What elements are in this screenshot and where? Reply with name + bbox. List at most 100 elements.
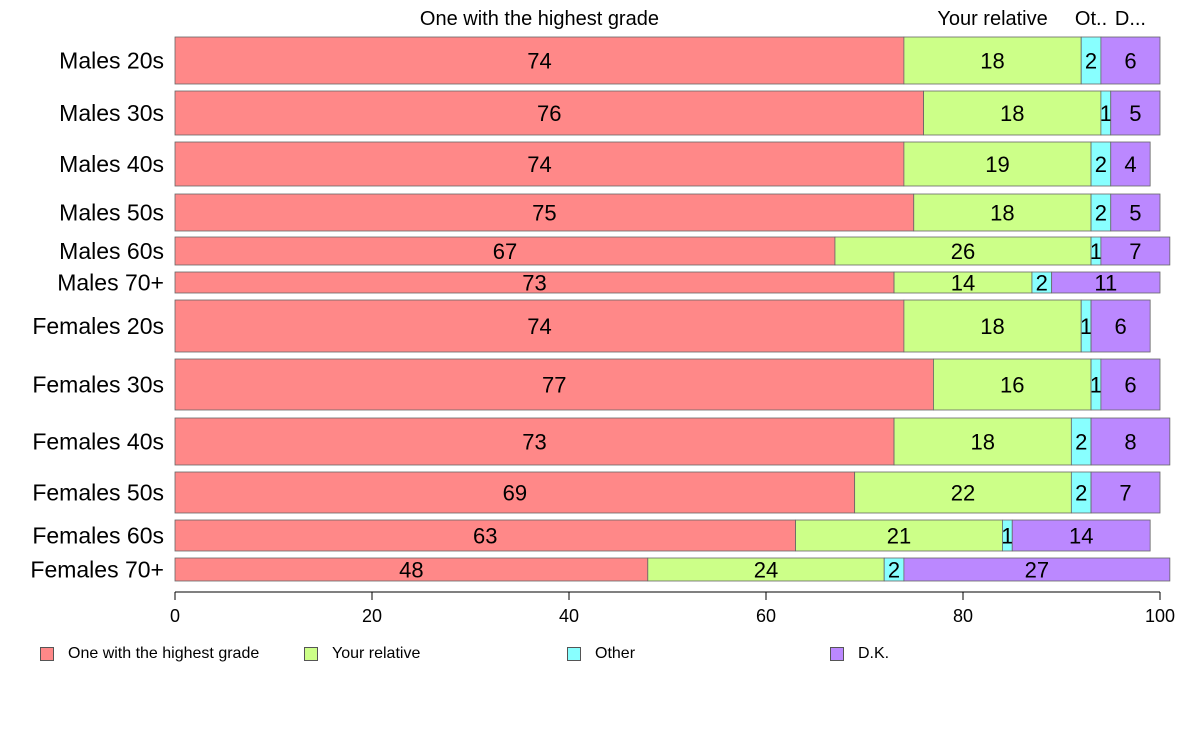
legend-label: D.K. [858,645,890,662]
bar-segment [913,193,1092,232]
legend-label: Your relative [332,645,421,662]
data-label: 6 [1124,49,1136,74]
data-label: 2 [1075,430,1087,455]
data-label: 73 [522,430,546,455]
top-series-label: Ot.. [1075,8,1107,30]
bar-segment [1100,36,1161,85]
top-series-label: D... [1115,8,1146,30]
data-label: 18 [980,314,1004,339]
legend-swatch [304,647,318,661]
bar-segment [1051,271,1161,294]
category-label: Males 30s [59,100,164,126]
data-label: 24 [754,558,778,583]
bar-segment [903,36,1082,85]
category-label: Males 50s [59,200,164,226]
data-label: 5 [1129,201,1141,226]
data-label: 48 [399,558,423,583]
bar-segment [174,299,905,353]
bar-segment [903,141,1092,187]
x-tick-label: 60 [756,606,776,626]
stacked-bar-chart: One with the highest grade Your relative O… [30,8,1175,626]
data-label: 67 [493,239,517,264]
data-label: 11 [1094,271,1117,296]
top-series-label: One with the highest grade [420,8,659,30]
data-label: 6 [1114,314,1126,339]
category-label: Females 70+ [30,557,164,583]
bar-segment [1090,299,1151,353]
data-label: 2 [1095,152,1107,177]
data-label: 27 [1025,558,1049,583]
data-label: 7 [1119,481,1131,506]
top-series-label: Your relative [937,8,1047,30]
x-tick-label: 80 [953,606,973,626]
bar-segment [174,417,895,466]
data-label: 22 [951,481,975,506]
data-label: 18 [970,430,994,455]
data-label: 1 [1090,373,1102,398]
category-label: Males 40s [59,151,164,177]
bar-segment [1090,417,1171,466]
bar-segment [174,141,905,187]
data-label: 63 [473,524,497,549]
bar-segment [174,358,934,411]
bar-segment [1100,236,1171,266]
bar-segment [1090,471,1161,514]
bar-segment [903,557,1171,582]
data-label: 2 [1075,481,1087,506]
data-label: 14 [951,271,975,296]
data-label: 14 [1069,524,1093,549]
bar-segment [174,236,836,266]
data-label: 19 [985,152,1009,177]
category-label: Females 40s [32,429,164,455]
bar-segment [174,193,915,232]
data-label: 1 [1080,314,1092,339]
bar-segment [1110,193,1161,232]
category-label: Females 60s [32,523,164,549]
category-label: Males 20s [59,48,164,74]
data-label: 75 [532,201,556,226]
legend-swatch [567,647,581,661]
bar-segment [893,417,1072,466]
data-label: 21 [887,524,911,549]
data-label: 18 [980,49,1004,74]
data-label: 77 [542,373,566,398]
bar-segment [174,471,856,514]
data-label: 8 [1124,430,1136,455]
bar-segment [174,519,796,552]
x-tick-label: 20 [362,606,382,626]
bar-segment [1011,519,1151,552]
data-label: 69 [503,481,527,506]
data-label: 74 [527,314,551,339]
data-label: 2 [1085,49,1097,74]
data-label: 1 [1001,524,1013,549]
bar-segment [174,90,924,136]
data-label: 26 [951,239,975,264]
data-label: 18 [990,201,1014,226]
data-label: 7 [1129,239,1141,264]
data-label: 4 [1124,152,1136,177]
x-tick-label: 0 [170,606,180,626]
data-label: 2 [888,558,900,583]
bar-segment [903,299,1082,353]
legend-label: Other [595,645,636,662]
bar-segment [923,90,1102,136]
bar-segment [1100,358,1161,411]
data-label: 18 [1000,101,1024,126]
category-label: Males 70+ [57,270,164,296]
data-label: 74 [527,152,551,177]
x-tick-label: 100 [1145,606,1175,626]
data-label: 6 [1124,373,1136,398]
bar-segment [834,236,1092,266]
data-label: 1 [1100,101,1112,126]
bar-segment [854,471,1072,514]
bar-segment [1110,141,1151,187]
legend-item-your-relative: Your relative [304,645,420,663]
legend-item-highest-grade: One with the highest grade [40,645,259,663]
category-label: Females 50s [32,480,164,506]
bar-segment [174,36,905,85]
legend: One with the highest grade Your relative… [0,645,1188,667]
data-label: 74 [527,49,551,74]
x-tick-label: 40 [559,606,579,626]
legend-swatch [830,647,844,661]
data-label: 16 [1000,373,1024,398]
